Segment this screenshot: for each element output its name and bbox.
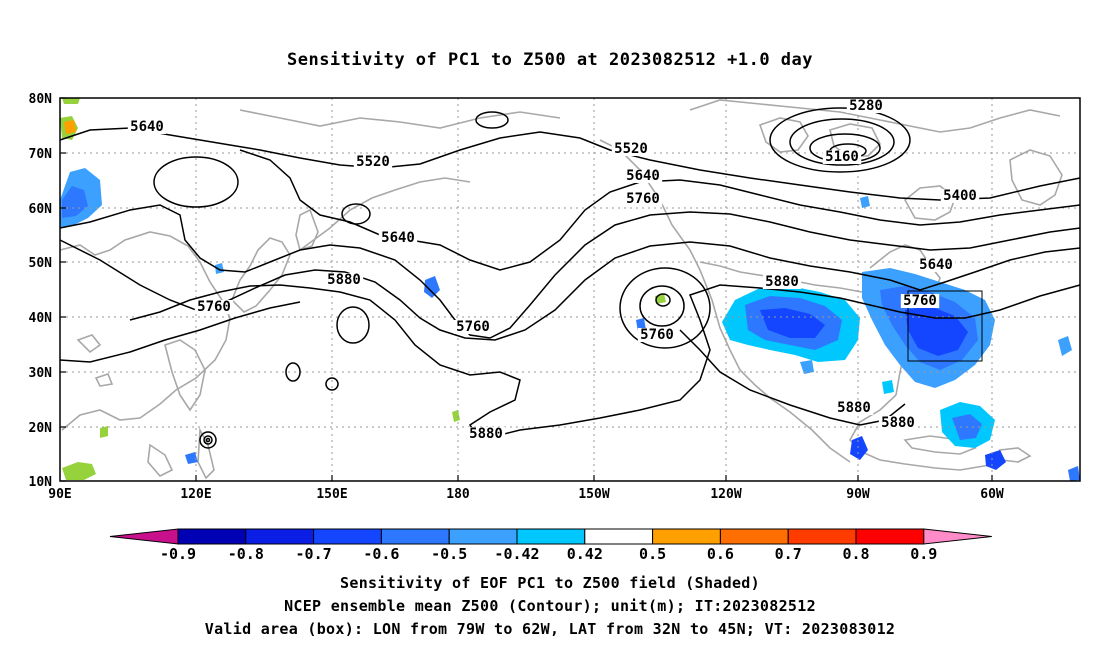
lat-label: 70N <box>29 147 53 162</box>
lon-label: 150W <box>578 487 609 502</box>
colorbar-tick-label: 0.42 <box>567 545 603 563</box>
contour-label: 5160 <box>825 149 859 165</box>
colorbar-tick-label: -0.5 <box>431 545 467 563</box>
colorbar-segment <box>652 528 721 545</box>
colorbar-segment <box>787 528 857 545</box>
colorbar-tick-label: 0.7 <box>775 545 802 563</box>
colorbar-tick-label: -0.8 <box>228 545 264 563</box>
lat-label: 30N <box>29 366 53 381</box>
colorbar-segment <box>584 528 654 545</box>
colorbar-left-tip <box>109 528 179 545</box>
plot-title: Sensitivity of PC1 to Z500 at 2023082512… <box>286 50 813 70</box>
colorbar-segment <box>380 528 450 545</box>
lat-label: 40N <box>29 311 53 326</box>
contour-label-background <box>762 275 802 289</box>
colorbar-tick-label: -0.9 <box>160 545 196 563</box>
colorbar-right-tip <box>923 528 992 545</box>
colorbar-segment <box>855 528 925 545</box>
contour-label-background <box>916 258 956 272</box>
colorbar-segment <box>245 528 315 545</box>
colorbar-tick-label: -0.6 <box>363 545 399 563</box>
contour-label: 5880 <box>837 400 871 416</box>
contour-label: 5760 <box>903 293 937 309</box>
contour-label: 5640 <box>919 257 953 273</box>
lon-label: 60W <box>980 487 1004 502</box>
contour-label: 5760 <box>626 191 660 207</box>
contour-label: 5880 <box>469 426 503 442</box>
contour-label-background <box>637 328 677 342</box>
colorbar-tick-label: 0.9 <box>910 545 937 563</box>
lon-label: 120E <box>180 487 211 502</box>
contour-label: 5640 <box>626 168 660 184</box>
lat-labels: 80N 70N 60N 50N 40N 30N 20N 10N <box>29 92 53 490</box>
lat-label: 10N <box>29 475 53 490</box>
colorbar-segment <box>448 528 518 545</box>
contour-label-background <box>453 320 493 334</box>
contour-label: 5880 <box>881 415 915 431</box>
lon-label: 120W <box>710 487 741 502</box>
colorbar-segment <box>177 528 247 545</box>
colorbar-tick-label: -0.42 <box>494 545 539 563</box>
contour-label: 5760 <box>197 299 231 315</box>
colorbar-tick-label: 0.8 <box>842 545 869 563</box>
grid-lines <box>60 98 1080 481</box>
contour-label: 5640 <box>381 230 415 246</box>
contour-label-background <box>466 427 506 441</box>
contour-label-background <box>846 99 886 113</box>
colorbar-segments <box>109 528 992 545</box>
positive-sensitivity-shading <box>60 98 666 480</box>
lon-label: 150E <box>316 487 347 502</box>
z500-contours <box>59 107 1081 449</box>
colorbar-segment <box>516 528 586 545</box>
contour-label-background <box>940 189 980 203</box>
valid-area-box <box>907 290 983 362</box>
map-frame <box>59 97 1081 482</box>
lat-label: 80N <box>29 92 53 107</box>
contour-label: 5640 <box>130 119 164 135</box>
contour-label: 5880 <box>327 272 361 288</box>
contour-label-background <box>611 142 651 156</box>
contour-label: 5400 <box>943 188 977 204</box>
caption-valid-area: Valid area (box): LON from 79W to 62W, L… <box>204 620 896 638</box>
colorbar-tick-label: 0.6 <box>707 545 734 563</box>
lat-label: 50N <box>29 256 53 271</box>
contour-label-background <box>623 169 663 183</box>
lon-labels: 90E 120E 150E 180 150W 120W 90W 60W <box>48 487 1004 502</box>
axis-ticks <box>60 97 993 482</box>
colorbar-segment <box>719 528 789 545</box>
contour-label: 5880 <box>765 274 799 290</box>
contour-label-background <box>900 294 940 308</box>
caption-contour: NCEP ensemble mean Z500 (Contour); unit(… <box>284 597 816 615</box>
contour-label-background <box>378 231 418 245</box>
contour-label-background <box>822 150 862 164</box>
lon-label: 180 <box>446 487 470 502</box>
lon-label: 90E <box>48 487 71 502</box>
contour-label: 5520 <box>614 141 648 157</box>
caption-shading: Sensitivity of EOF PC1 to Z500 field (Sh… <box>340 574 760 592</box>
contour-label: 5760 <box>640 327 674 343</box>
lon-label: 90W <box>846 487 870 502</box>
contour-label: 5520 <box>356 154 390 170</box>
colorbar-segment <box>313 528 382 545</box>
colorbar-tick-label: 0.5 <box>639 545 666 563</box>
contour-label-background <box>194 300 234 314</box>
colorbar-tick-label: -0.7 <box>296 545 332 563</box>
contour-label-background <box>127 120 167 134</box>
contour-label-background <box>834 401 874 415</box>
lat-label: 60N <box>29 202 53 217</box>
contour-label: 5760 <box>456 319 490 335</box>
contour-label-background <box>353 155 393 169</box>
lat-label: 20N <box>29 421 53 436</box>
contour-labels: 5640 5520 5640 5880 5760 5760 5520 5640 5760 5760… <box>127 98 980 442</box>
contour-label-background <box>623 192 663 206</box>
contour-label-background <box>878 416 918 430</box>
contour-label-background <box>324 273 364 287</box>
contour-label: 5280 <box>849 98 883 114</box>
colorbar-labels: -0.9 -0.8 -0.7 -0.6 -0.5 -0.42 0.42 0.5 0.6 0.7 0.… <box>160 545 937 563</box>
